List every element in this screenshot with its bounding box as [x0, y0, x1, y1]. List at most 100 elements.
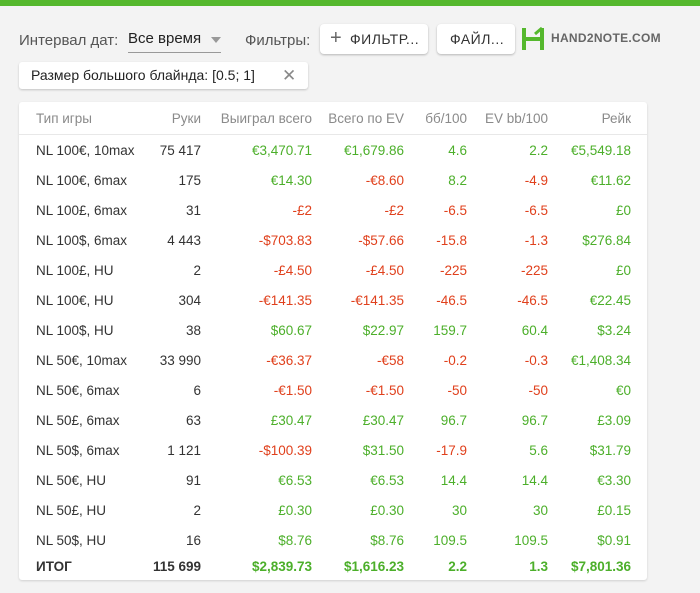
hand2note-logo-icon — [522, 26, 544, 50]
won-total-cell: -€141.35 — [258, 293, 312, 308]
rake-cell: $3.24 — [597, 323, 631, 338]
stats-table: Тип игры Руки Выиграл всего Всего по EV … — [19, 102, 647, 580]
table-row[interactable]: NL 50$, 6max 1 121 -$100.39 $31.50 -17.9 5.6 $… — [19, 436, 647, 466]
ev-total-cell: €1,679.86 — [343, 143, 404, 158]
interval-select-value: Все время — [128, 30, 202, 47]
ev-total-cell: £30.47 — [362, 413, 404, 428]
ev-total-cell: $8.76 — [370, 533, 404, 548]
ev-total-cell: €6.53 — [370, 473, 404, 488]
column-header-won-total[interactable]: Выиграл всего — [220, 111, 312, 126]
chevron-down-icon — [211, 37, 222, 43]
ev-bb100-cell: -46.5 — [517, 293, 548, 308]
ev-bb100-cell: 109.5 — [514, 533, 548, 548]
rake-cell: £0.15 — [597, 503, 631, 518]
game-type-cell: NL 100€, 10max — [36, 143, 135, 158]
hands-cell: 1 121 — [167, 443, 201, 458]
table-row[interactable]: NL 100€, HU 304 -€141.35 -€141.35 -46.5 -46.5… — [19, 286, 647, 316]
won-total-cell: €6.53 — [278, 473, 312, 488]
add-filter-button-label: ФИЛЬТР... — [350, 31, 420, 47]
bb100-cell: -46.5 — [436, 293, 467, 308]
ev-bb100-cell: 30 — [532, 503, 548, 518]
ev-total-cell: -€141.35 — [350, 293, 404, 308]
game-type-cell: NL 50€, 10max — [36, 353, 128, 368]
won-total-cell: €14.30 — [270, 173, 312, 188]
bb100-cell: 30 — [451, 503, 467, 518]
ev-bb100-cell: -1.3 — [524, 233, 548, 248]
interval-select[interactable]: Все время — [128, 28, 222, 53]
column-header-game-type[interactable]: Тип игры — [36, 111, 92, 126]
ev-total-cell: $22.97 — [362, 323, 404, 338]
top-accent-bar — [0, 0, 700, 6]
rake-cell: €11.62 — [590, 173, 631, 188]
logo-text: HAND2NOTE.COM — [551, 31, 661, 45]
game-type-cell: NL 100€, 6max — [36, 173, 128, 188]
table-row[interactable]: NL 100£, 6max 31 -£2 -£2 -6.5 -6.5 £0 — [19, 196, 647, 226]
hands-cell: 4 443 — [167, 233, 201, 248]
bb100-cell: 8.2 — [448, 173, 467, 188]
table-row[interactable]: NL 50€, 10max 33 990 -€36.37 -€58 -0.2 -0.3 €1… — [19, 346, 647, 376]
add-filter-button[interactable]: + ФИЛЬТР... — [320, 24, 428, 54]
total-bb100-cell: 2.2 — [448, 559, 467, 574]
game-type-cell: NL 50€, HU — [36, 473, 107, 488]
column-header-bb100[interactable]: бб/100 — [425, 111, 467, 126]
won-total-cell: -£2 — [292, 203, 312, 218]
file-button[interactable]: ФАЙЛ... — [437, 24, 515, 54]
hands-cell: 16 — [185, 533, 201, 548]
table-row[interactable]: NL 50$, HU 16 $8.76 $8.76 109.5 109.5 $0.91 — [19, 526, 647, 556]
game-type-cell: NL 50£, 6max — [36, 413, 120, 428]
file-button-label: ФАЙЛ... — [450, 31, 505, 47]
ev-bb100-cell: -50 — [528, 383, 548, 398]
table-row[interactable]: NL 50£, 6max 63 £30.47 £30.47 96.7 96.7 £3.09 — [19, 406, 647, 436]
filters-label: Фильтры: — [245, 32, 311, 49]
ev-bb100-cell: 60.4 — [521, 323, 548, 338]
table-row[interactable]: NL 50€, 6max 6 -€1.50 -€1.50 -50 -50 €0 — [19, 376, 647, 406]
rake-cell: €1,408.34 — [570, 353, 631, 368]
bb100-cell: -15.8 — [436, 233, 467, 248]
table-row[interactable]: NL 100€, 6max 175 €14.30 -€8.60 8.2 -4.9 €11.6… — [19, 166, 647, 196]
bb100-cell: -225 — [439, 263, 467, 278]
rake-cell: €0 — [615, 383, 631, 398]
table-row[interactable]: NL 100$, 6max 4 443 -$703.83 -$57.66 -15.8 -1… — [19, 226, 647, 256]
bb100-cell: 4.6 — [448, 143, 467, 158]
hands-cell: 2 — [193, 263, 201, 278]
close-icon[interactable]: ✕ — [282, 66, 297, 85]
game-type-cell: NL 100£, 6max — [36, 203, 128, 218]
column-header-ev-bb100[interactable]: EV bb/100 — [484, 111, 548, 126]
column-header-hands[interactable]: Руки — [171, 111, 201, 126]
won-total-cell: -£4.50 — [273, 263, 312, 278]
ev-total-cell: -$57.66 — [358, 233, 404, 248]
ev-bb100-cell: -4.9 — [524, 173, 548, 188]
active-filter-chip-label: Размер большого блайнда: [0.5; 1] — [31, 67, 255, 83]
table-total-row: ИТОГ 115 699 $2,839.73 $1,616.23 2.2 1.3 $7,80… — [19, 552, 647, 582]
rake-cell: €5,549.18 — [570, 143, 631, 158]
column-header-rake[interactable]: Рейк — [601, 111, 631, 126]
game-type-cell: NL 50$, HU — [36, 533, 107, 548]
won-total-cell: $8.76 — [278, 533, 312, 548]
ev-total-cell: -£2 — [384, 203, 404, 218]
ev-total-cell: -€58 — [376, 353, 404, 368]
ev-bb100-cell: -225 — [520, 263, 548, 278]
total-rake-cell: $7,801.36 — [570, 559, 631, 574]
bb100-cell: -50 — [447, 383, 467, 398]
rake-cell: $276.84 — [582, 233, 631, 248]
rake-cell: £0 — [615, 263, 631, 278]
table-row[interactable]: NL 50€, HU 91 €6.53 €6.53 14.4 14.4 €3.30 — [19, 466, 647, 496]
rake-cell: $31.79 — [589, 443, 631, 458]
won-total-cell: £0.30 — [278, 503, 312, 518]
won-total-cell: $60.67 — [270, 323, 312, 338]
hands-cell: 6 — [193, 383, 201, 398]
filters-toolbar: Интервал дат: Все время Фильтры: + ФИЛЬТ… — [0, 22, 700, 56]
ev-total-cell: -£4.50 — [365, 263, 404, 278]
column-header-ev-total[interactable]: Всего по EV — [328, 111, 404, 126]
bb100-cell: -0.2 — [443, 353, 467, 368]
table-row[interactable]: NL 50£, HU 2 £0.30 £0.30 30 30 £0.15 — [19, 496, 647, 526]
game-type-cell: NL 50€, 6max — [36, 383, 120, 398]
rake-cell: €3.30 — [597, 473, 631, 488]
table-row[interactable]: NL 100€, 10max 75 417 €3,470.71 €1,679.86 4.… — [19, 136, 647, 166]
won-total-cell: £30.47 — [270, 413, 312, 428]
table-row[interactable]: NL 100$, HU 38 $60.67 $22.97 159.7 60.4 $3.24 — [19, 316, 647, 346]
table-row[interactable]: NL 100£, HU 2 -£4.50 -£4.50 -225 -225 £0 — [19, 256, 647, 286]
won-total-cell: -€36.37 — [266, 353, 312, 368]
game-type-cell: NL 100€, HU — [36, 293, 114, 308]
ev-bb100-cell: 2.2 — [529, 143, 548, 158]
